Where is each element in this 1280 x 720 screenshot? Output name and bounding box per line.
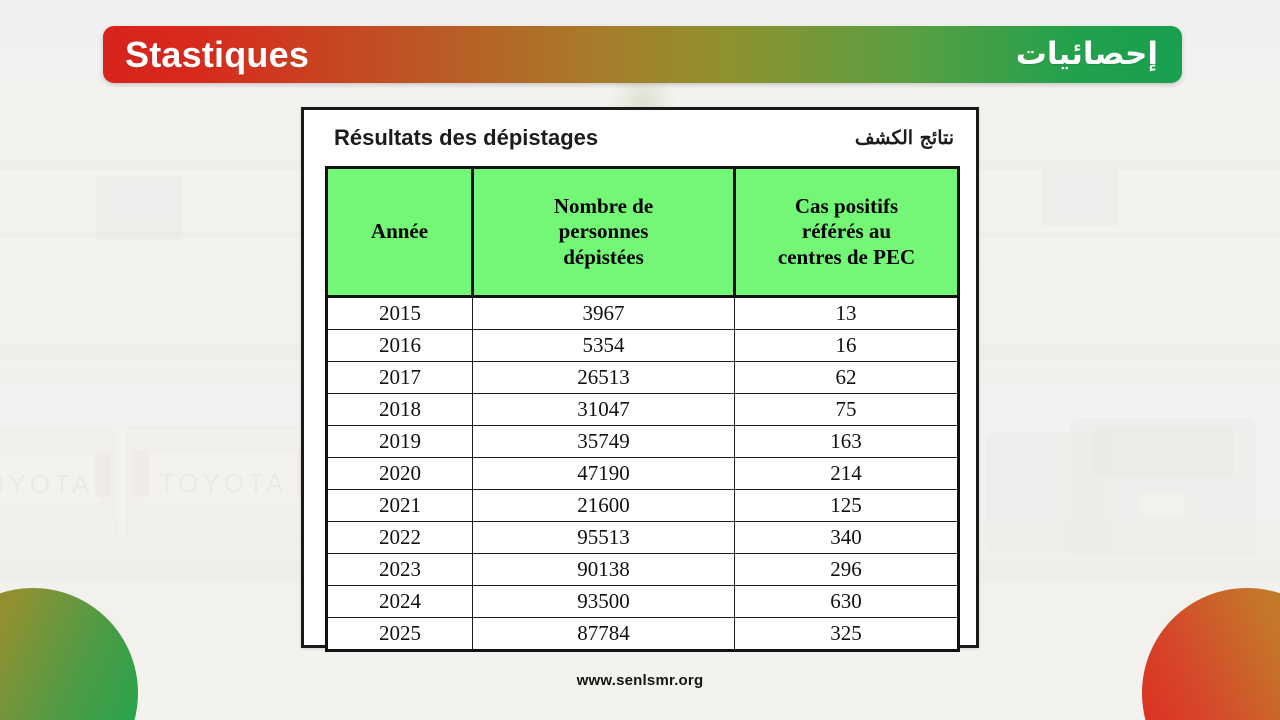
column-header-screened-line-2: personnes bbox=[558, 219, 649, 244]
column-header-screened-line-1: Nombre de bbox=[553, 193, 654, 218]
cell-screened: 47190 bbox=[472, 457, 735, 490]
cell-year: 2019 bbox=[325, 425, 473, 458]
table-head: Année Nombre de personnes dépistées Cas … bbox=[325, 166, 960, 298]
column-header-positive-line-1: Cas positifs bbox=[794, 193, 899, 218]
table-row: 2025 87784 325 bbox=[325, 617, 960, 652]
column-header-screened: Nombre de personnes dépistées bbox=[471, 166, 736, 298]
cell-screened: 93500 bbox=[472, 585, 735, 618]
cell-positive: 214 bbox=[734, 457, 960, 490]
cell-screened: 87784 bbox=[472, 617, 735, 652]
screening-results-table: Année Nombre de personnes dépistées Cas … bbox=[325, 166, 960, 652]
cell-positive: 163 bbox=[734, 425, 960, 458]
table-row: 2022 95513 340 bbox=[325, 521, 960, 554]
column-header-year-line-1: Année bbox=[370, 219, 429, 244]
cell-positive: 325 bbox=[734, 617, 960, 652]
table-row: 2021 21600 125 bbox=[325, 489, 960, 522]
cell-positive: 340 bbox=[734, 521, 960, 554]
cell-positive: 62 bbox=[734, 361, 960, 394]
column-header-positive: Cas positifs référés au centres de PEC bbox=[733, 166, 960, 298]
banner-title-french: Stastiques bbox=[125, 33, 310, 75]
cell-year: 2016 bbox=[325, 329, 473, 362]
cell-screened: 31047 bbox=[472, 393, 735, 426]
table-row: 2023 90138 296 bbox=[325, 553, 960, 586]
panel-heading-french: Résultats des dépistages bbox=[334, 125, 599, 150]
table-row: 2020 47190 214 bbox=[325, 457, 960, 490]
cell-screened: 21600 bbox=[472, 489, 735, 522]
cell-screened: 26513 bbox=[472, 361, 735, 394]
table-header-row: Année Nombre de personnes dépistées Cas … bbox=[325, 166, 960, 298]
column-header-year: Année bbox=[325, 166, 474, 298]
table-container: Année Nombre de personnes dépistées Cas … bbox=[304, 166, 976, 652]
table-body: 2015 3967 13 2016 5354 16 2017 26513 62 bbox=[325, 296, 960, 652]
table-row: 2016 5354 16 bbox=[325, 329, 960, 362]
table-row: 2019 35749 163 bbox=[325, 425, 960, 458]
cell-positive: 296 bbox=[734, 553, 960, 586]
cell-positive: 13 bbox=[734, 296, 960, 330]
cell-year: 2022 bbox=[325, 521, 473, 554]
title-banner: Stastiques إحصائيات bbox=[103, 26, 1182, 83]
cell-year: 2020 bbox=[325, 457, 473, 490]
cell-positive: 125 bbox=[734, 489, 960, 522]
table-row: 2024 93500 630 bbox=[325, 585, 960, 618]
cell-positive: 75 bbox=[734, 393, 960, 426]
cell-screened: 95513 bbox=[472, 521, 735, 554]
footer-website-url: www.senlsmr.org bbox=[576, 672, 704, 689]
cell-positive: 630 bbox=[734, 585, 960, 618]
cell-screened: 3967 bbox=[472, 296, 735, 330]
cell-year: 2017 bbox=[325, 361, 473, 394]
column-header-positive-line-3: centres de PEC bbox=[777, 244, 916, 269]
cell-year: 2015 bbox=[325, 296, 473, 330]
cell-year: 2018 bbox=[325, 393, 473, 426]
cell-year: 2025 bbox=[325, 617, 473, 652]
cell-year: 2021 bbox=[325, 489, 473, 522]
table-row: 2018 31047 75 bbox=[325, 393, 960, 426]
column-header-positive-line-2: référés au bbox=[801, 219, 892, 244]
column-header-screened-line-3: dépistées bbox=[563, 244, 644, 269]
cell-year: 2024 bbox=[325, 585, 473, 618]
cell-screened: 5354 bbox=[472, 329, 735, 362]
table-row: 2017 26513 62 bbox=[325, 361, 960, 394]
table-row: 2015 3967 13 bbox=[325, 296, 960, 330]
panel-heading-row: Résultats des dépistages نتائج الكشف bbox=[304, 110, 976, 166]
panel-heading-arabic: نتائج الكشف bbox=[854, 127, 954, 149]
cell-screened: 35749 bbox=[472, 425, 735, 458]
cell-screened: 90138 bbox=[472, 553, 735, 586]
cell-year: 2023 bbox=[325, 553, 473, 586]
statistics-panel: Résultats des dépistages نتائج الكشف Ann… bbox=[301, 107, 979, 652]
banner-title-arabic: إحصائيات bbox=[1015, 36, 1158, 72]
cell-positive: 16 bbox=[734, 329, 960, 362]
